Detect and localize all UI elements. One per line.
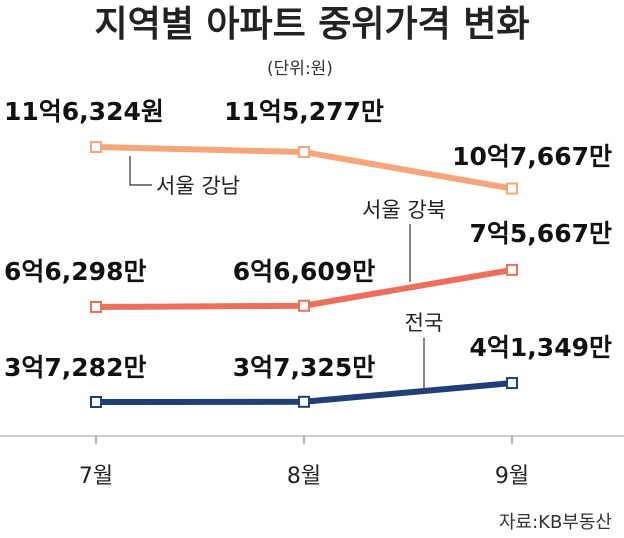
data-label: 7억5,667만 <box>470 219 612 248</box>
callout-leader <box>129 156 152 186</box>
data-label: 3억7,282만 <box>4 353 146 382</box>
data-point <box>90 301 102 313</box>
x-tick-label: 9월 <box>495 464 529 489</box>
series-layer <box>90 141 518 408</box>
series-name-label: 전국 <box>405 311 444 335</box>
data-point <box>298 146 310 159</box>
data-point <box>506 377 518 390</box>
data-label: 11억5,277만 <box>224 97 384 126</box>
data-label: 6억6,298만 <box>4 257 146 286</box>
data-label: 10억7,667만 <box>452 142 612 171</box>
data-point <box>506 182 518 195</box>
data-point <box>298 395 310 408</box>
data-point <box>90 141 102 153</box>
x-tick-label: 7월 <box>79 464 113 489</box>
data-label: 6억6,609만 <box>233 257 375 286</box>
grid-layer: 7월 8월 9월 <box>0 435 624 489</box>
chart-unit: (단위:원) <box>267 59 333 79</box>
chart-title: 지역별 아파트 중위가격 변화 <box>94 4 529 45</box>
data-point <box>298 299 310 312</box>
data-point <box>90 396 102 408</box>
source-note: 자료:KB부동산 <box>499 512 612 533</box>
data-label: 4억1,349만 <box>470 333 612 362</box>
labels-layer: 11억6,324원 11억5,277만 10억7,667만 6억6,298만 6억6,6… <box>4 97 612 390</box>
x-tick-label: 8월 <box>287 464 321 489</box>
series-name-label: 서울 강남 <box>156 174 240 198</box>
data-label: 3억7,325만 <box>233 353 375 382</box>
series-name-label: 서울 강북 <box>362 198 446 222</box>
data-point <box>506 263 518 276</box>
data-label: 11억6,324원 <box>4 97 164 126</box>
